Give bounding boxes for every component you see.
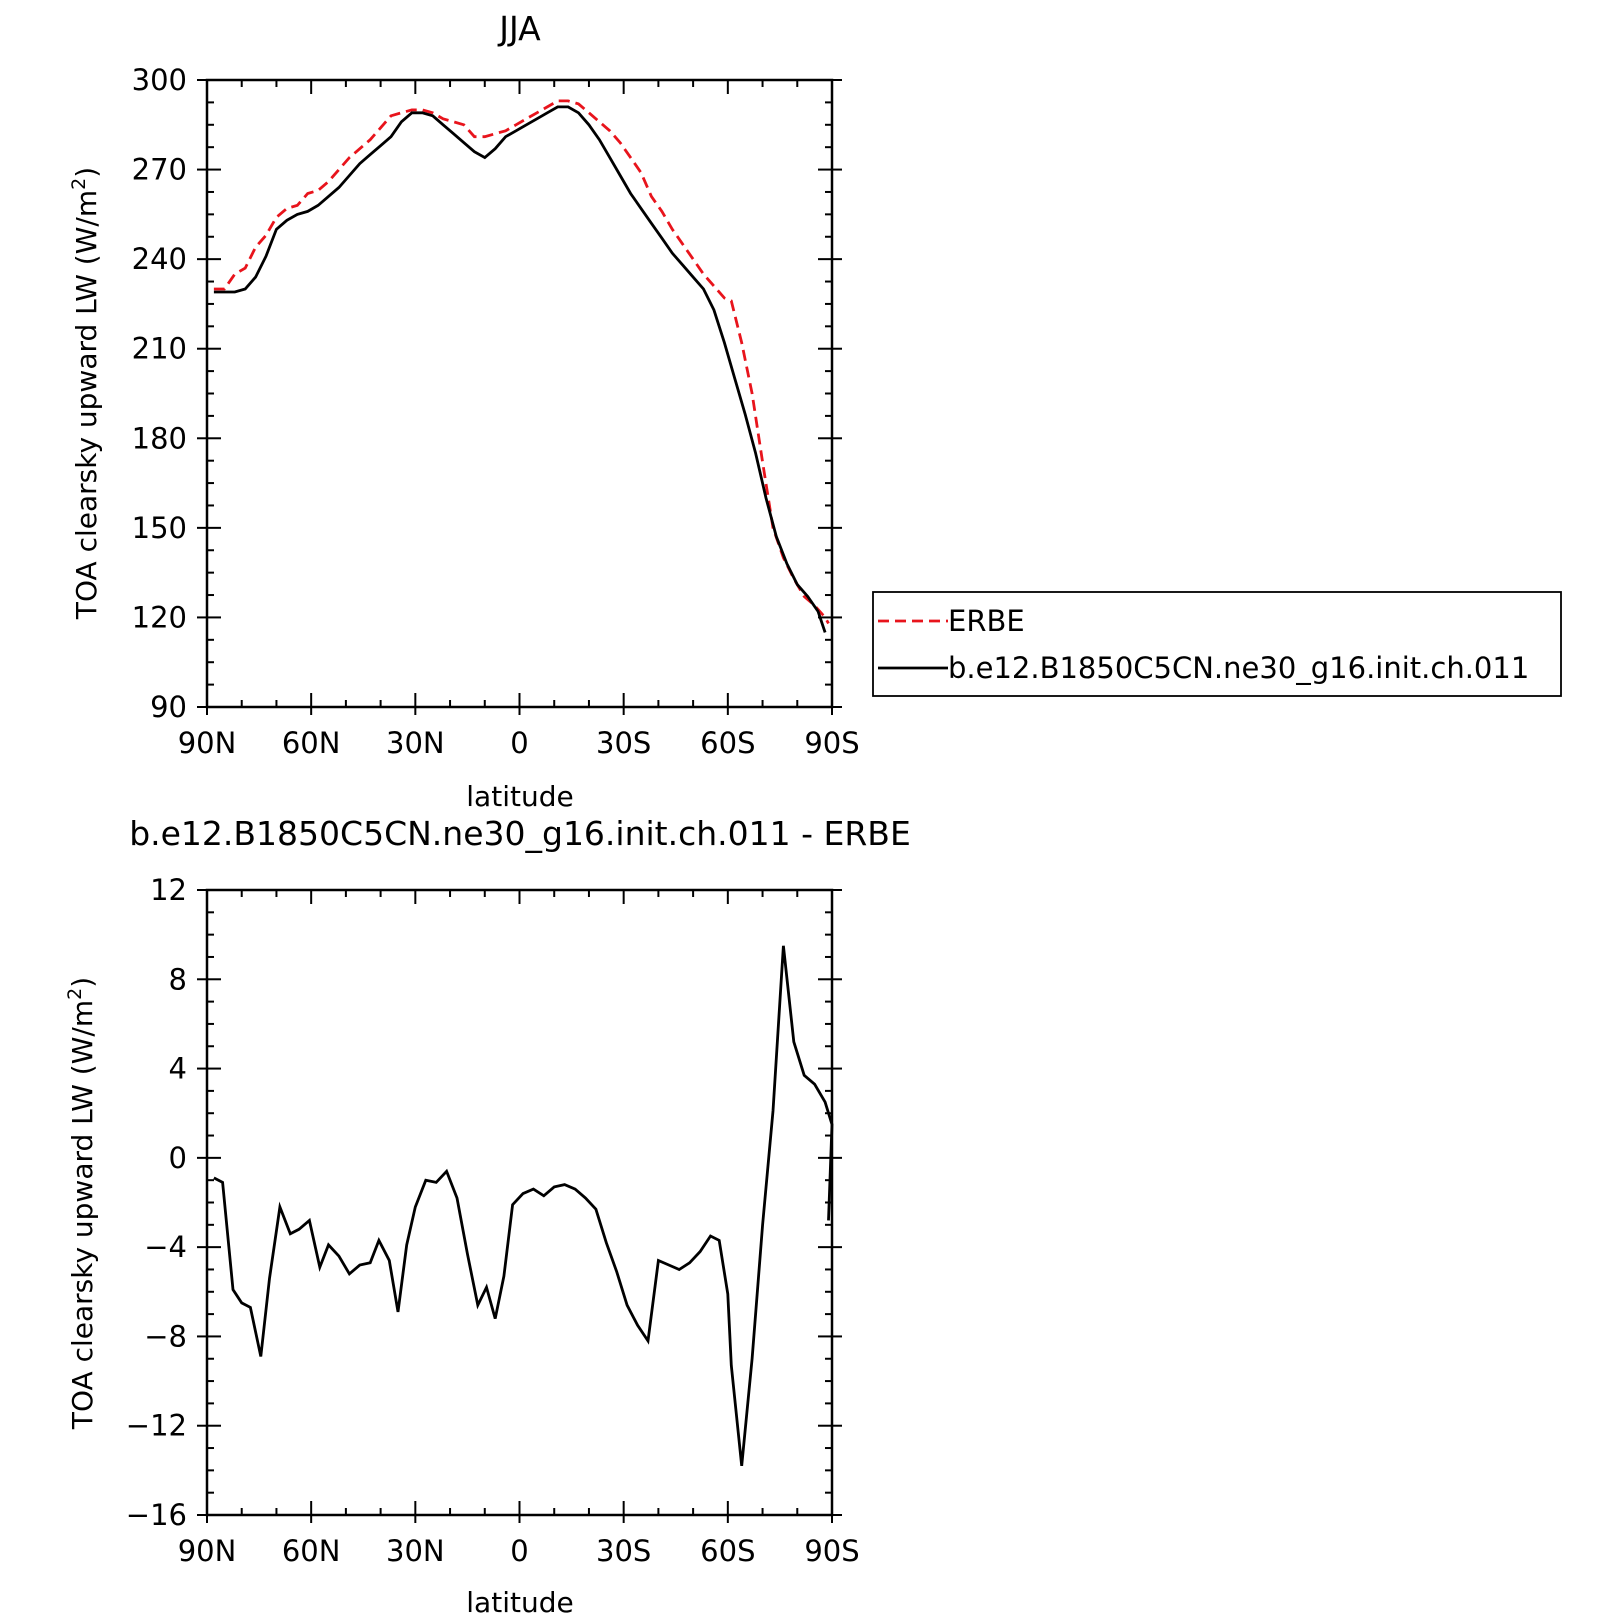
y-tick-label: 120 [132, 600, 187, 634]
x-tick-label: 90N [178, 1534, 237, 1568]
top-series-lines [213, 99, 830, 633]
bottom-x-tick-labels: 90N 60N 30N 0 30S 60S 90S [178, 1534, 860, 1568]
x-tick-label: 30S [596, 1534, 651, 1568]
bottom-series-lines [213, 945, 834, 1467]
series-line-model [213, 105, 827, 633]
bottom-x-tick-marks [206, 890, 833, 1523]
top-plot-area: 90N 60N 30N 0 30S 60S 90S 90 120 150 180 210 240 270… [132, 63, 860, 760]
legend-box [872, 591, 1562, 697]
bottom-x-axis-title: latitude [466, 1586, 573, 1619]
top-y-axis-title-tail: ) [70, 167, 103, 178]
top-plot-title: JJA [497, 9, 541, 48]
y-tick-label: 210 [132, 332, 187, 366]
y-tick-label: 0 [169, 1141, 187, 1175]
x-tick-label: 90N [178, 726, 237, 760]
top-y-axis-title-main: TOA clearsky upward LW (W/m [70, 190, 103, 620]
legend: ERBE b.e12.B1850C5CN.ne30_g16.init.ch.01… [872, 591, 1562, 697]
legend-label-erbe: ERBE [948, 604, 1025, 638]
y-tick-label: 12 [150, 873, 187, 907]
y-tick-label: 4 [169, 1052, 187, 1086]
y-tick-label: 300 [132, 63, 187, 97]
bottom-y-axis-title-superscript: 2 [64, 988, 86, 1000]
x-tick-label: 0 [510, 1534, 528, 1568]
top-x-tick-labels: 90N 60N 30N 0 30S 60S 90S [178, 726, 860, 760]
y-tick-label: 150 [132, 511, 187, 545]
x-tick-label: 30N [386, 1534, 445, 1568]
y-tick-label: −4 [144, 1230, 187, 1264]
top-panel: JJA 90N 60N 30N 0 30S 60S 90S 90 120 150 180 210 24… [68, 9, 1562, 813]
bottom-panel: b.e12.B1850C5CN.ne30_g16.init.ch.011 - E… [64, 814, 911, 1619]
bottom-y-axis-title-main: TOA clearsky upward LW (W/m [66, 1000, 99, 1430]
top-y-tick-marks [197, 79, 842, 708]
y-tick-label: 8 [169, 962, 187, 996]
x-tick-label: 60N [282, 1534, 341, 1568]
y-tick-label: 90 [150, 690, 187, 724]
bottom-y-tick-labels: −16 −12 −8 −4 0 4 8 12 [126, 873, 187, 1532]
top-y-tick-labels: 90 120 150 180 210 240 270 300 [132, 63, 187, 724]
y-tick-label: 240 [132, 242, 187, 276]
bottom-plot-area: 90N 60N 30N 0 30S 60S 90S −16 −12 −8 −4 0 4 8 12 [126, 873, 860, 1568]
x-tick-label: 60N [282, 726, 341, 760]
y-tick-label: −16 [126, 1498, 187, 1532]
series-line-erbe [213, 99, 830, 625]
y-tick-label: 270 [132, 153, 187, 187]
top-y-axis-title: TOA clearsky upward LW (W/m2) [68, 167, 103, 620]
y-tick-label: −8 [144, 1319, 187, 1353]
x-tick-label: 90S [804, 1534, 859, 1568]
top-x-axis-title: latitude [466, 780, 573, 813]
y-tick-label: −12 [126, 1409, 187, 1443]
x-tick-label: 30S [596, 726, 651, 760]
legend-label-model: b.e12.B1850C5CN.ne30_g16.init.ch.011 [948, 651, 1529, 685]
bottom-y-tick-marks [197, 889, 842, 1516]
x-tick-label: 60S [700, 1534, 755, 1568]
bottom-plot-title: b.e12.B1850C5CN.ne30_g16.init.ch.011 - E… [129, 814, 911, 853]
x-tick-label: 90S [804, 726, 859, 760]
bottom-y-axis-title: TOA clearsky upward LW (W/m2) [64, 977, 99, 1430]
x-tick-label: 0 [510, 726, 528, 760]
bottom-y-axis-title-tail: ) [66, 977, 99, 988]
x-tick-label: 60S [700, 726, 755, 760]
y-tick-label: 180 [132, 421, 187, 455]
series-line-difference [213, 945, 834, 1467]
x-tick-label: 30N [386, 726, 445, 760]
top-x-tick-marks [206, 80, 833, 715]
top-y-axis-title-superscript: 2 [68, 178, 90, 190]
